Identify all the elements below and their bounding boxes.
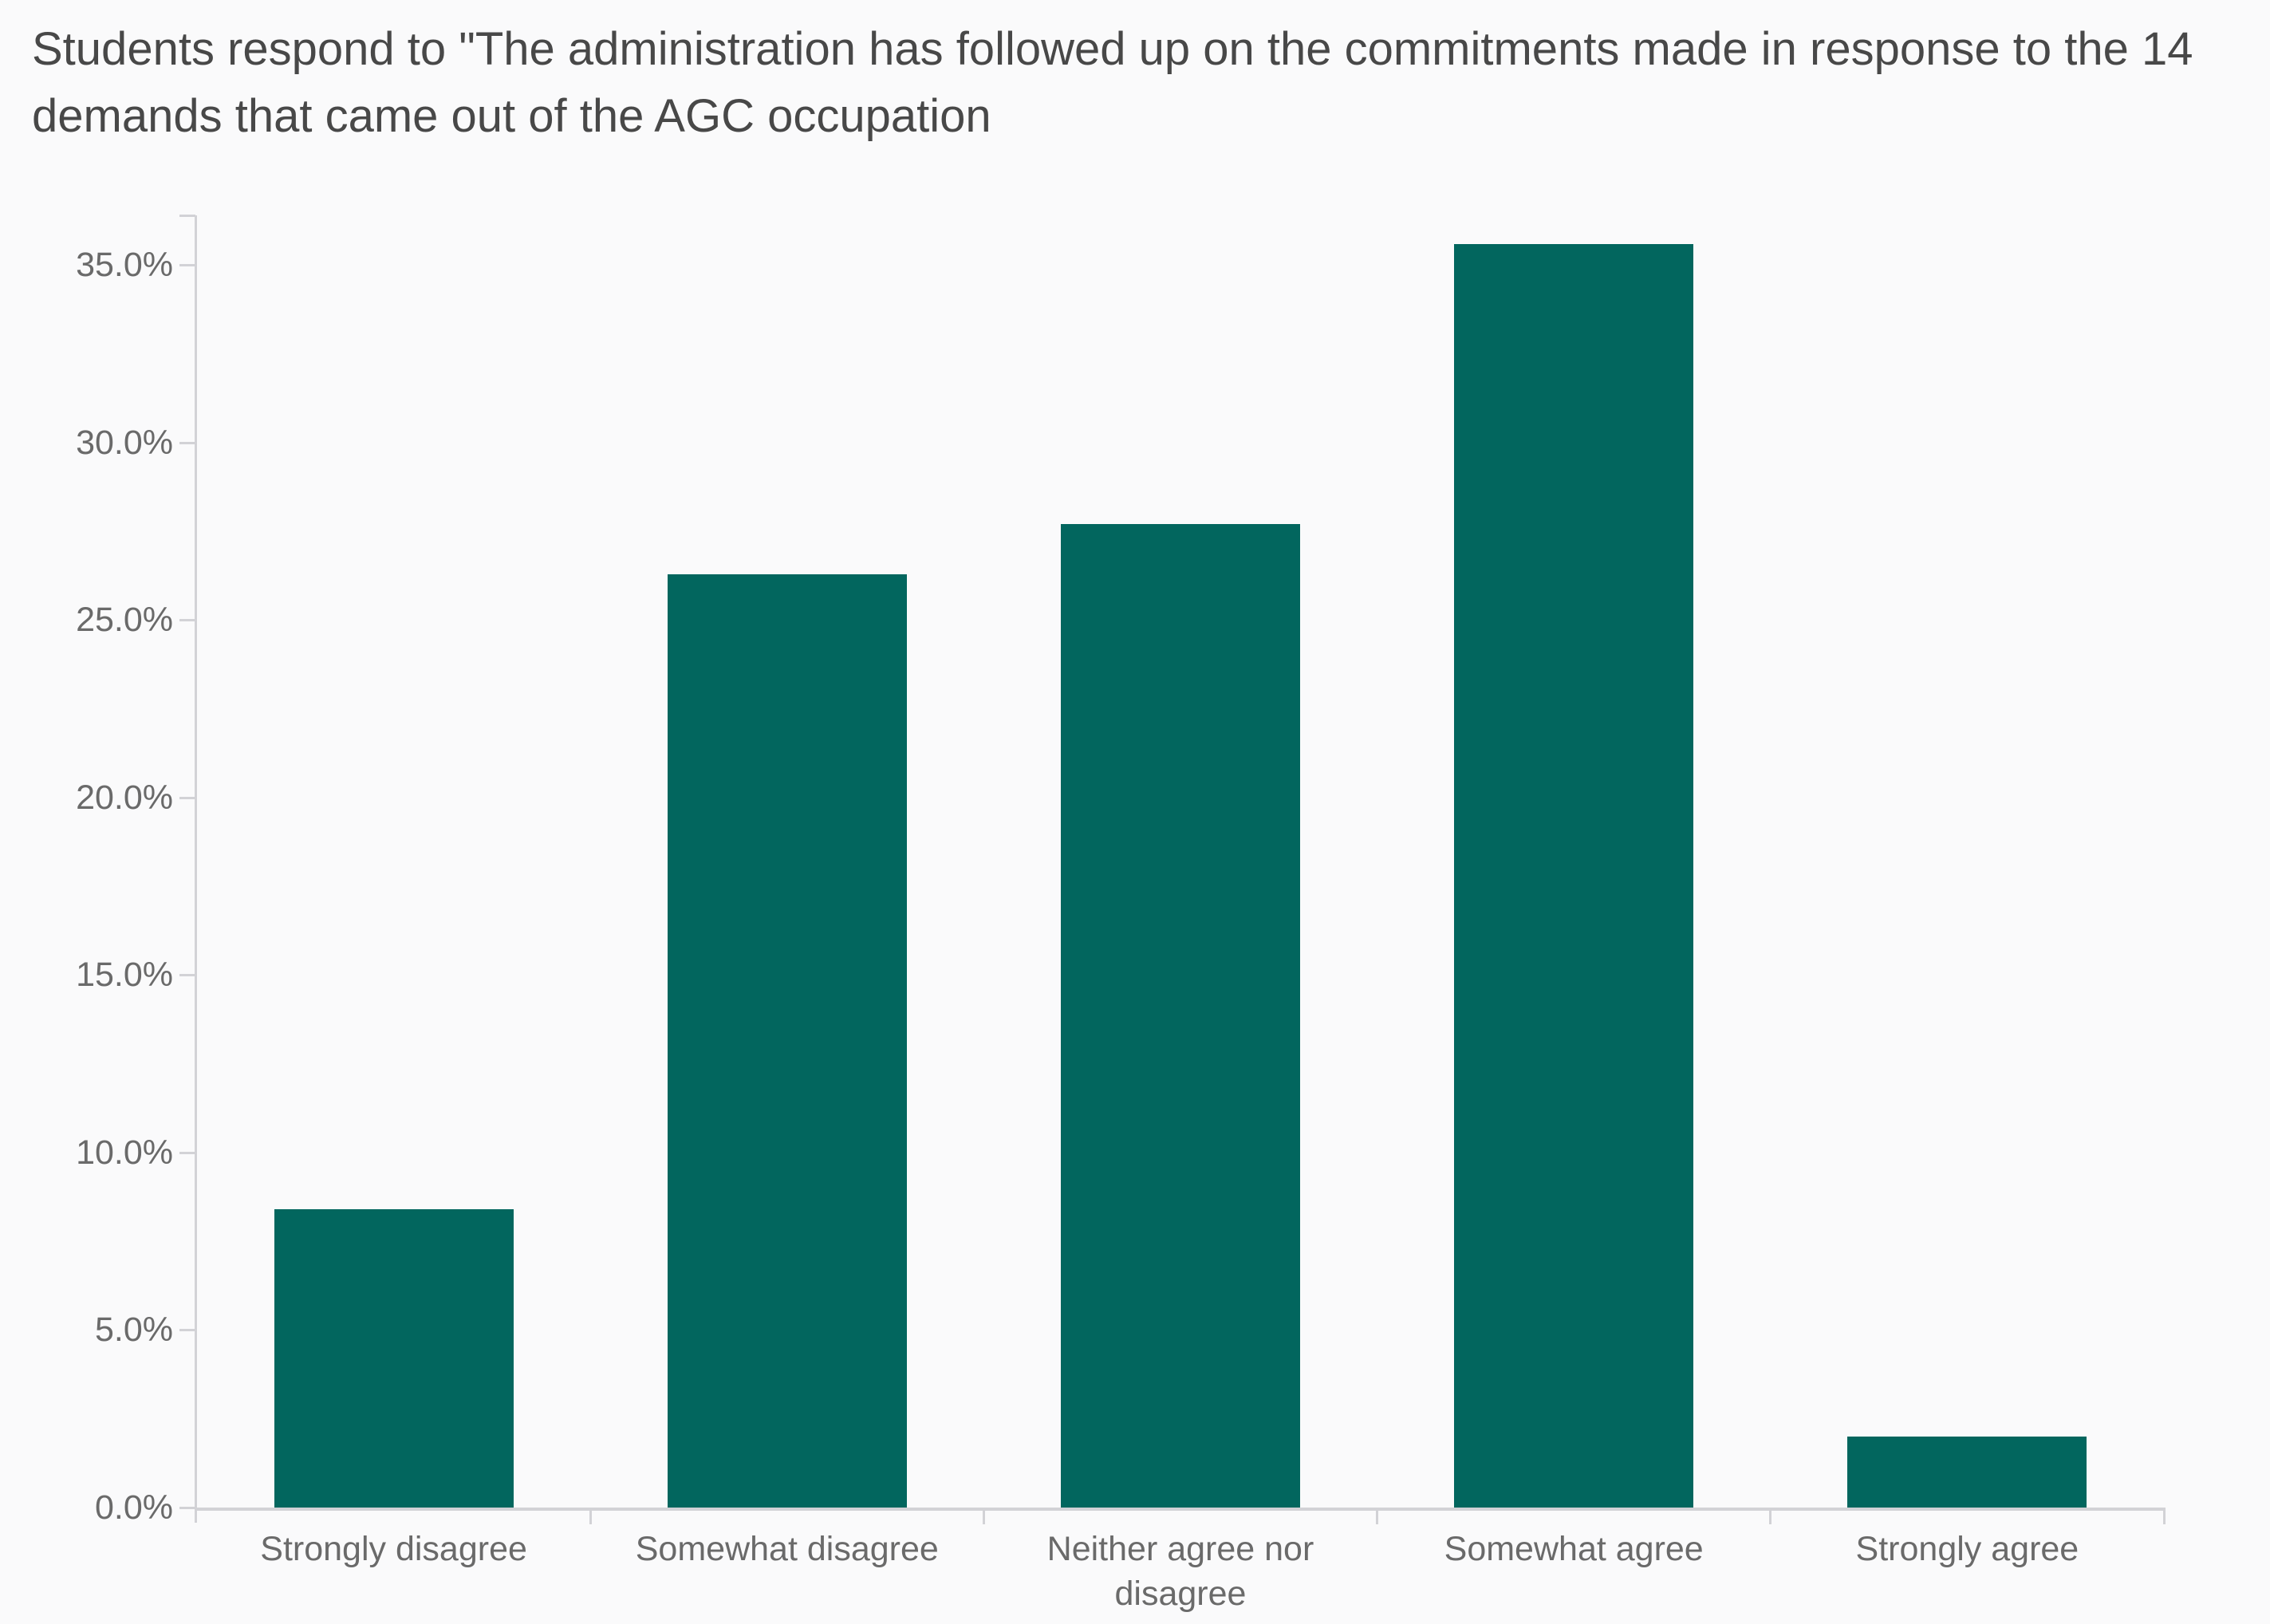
y-tick-mark xyxy=(179,619,195,622)
x-category-label-strongly-agree: Strongly agree xyxy=(1855,1530,2079,1568)
bar-neither-agree-nor-disagree xyxy=(1061,524,1300,1508)
y-tick-mark xyxy=(179,441,195,444)
x-tick-mark xyxy=(1769,1508,1772,1524)
y-tick-label: 5.0% xyxy=(94,1311,173,1350)
y-tick-label: 10.0% xyxy=(76,1133,173,1172)
x-tick-mark xyxy=(589,1508,592,1524)
y-tick-mark xyxy=(179,974,195,977)
bar-somewhat-agree xyxy=(1454,243,1694,1508)
x-tick-mark xyxy=(1376,1508,1379,1524)
bar-strongly-disagree xyxy=(274,1209,514,1508)
x-category-label-neither-agree-nor-disagree: Neither agree nor disagree xyxy=(1046,1530,1314,1613)
x-category-label-somewhat-disagree: Somewhat disagree xyxy=(635,1530,939,1568)
y-tick-label: 35.0% xyxy=(76,246,173,285)
y-tick-mark xyxy=(179,1329,195,1332)
y-tick-mark xyxy=(179,796,195,799)
y-tick-label: 30.0% xyxy=(76,423,173,462)
x-tick-mark xyxy=(982,1508,985,1524)
y-tick-label: 0.0% xyxy=(94,1488,173,1527)
x-category-label-strongly-disagree: Strongly disagree xyxy=(260,1530,527,1568)
x-tick-mark xyxy=(2162,1508,2166,1524)
y-tick-mark xyxy=(179,1507,195,1509)
y-tick-label: 20.0% xyxy=(76,778,173,817)
bar-somewhat-disagree xyxy=(667,574,907,1508)
y-axis-end-tick xyxy=(179,215,195,217)
x-axis xyxy=(195,1508,2164,1511)
y-tick-label: 25.0% xyxy=(76,601,173,640)
plot-area: 0.0% 5.0% 10.0% 15.0% 20.0% 25.0% 30.0% 35.0% S… xyxy=(76,215,2166,1613)
x-category-label-somewhat-agree: Somewhat agree xyxy=(1444,1530,1704,1568)
y-axis xyxy=(195,215,197,1523)
y-tick-label: 15.0% xyxy=(76,956,173,995)
y-tick-mark xyxy=(179,264,195,267)
y-tick-mark xyxy=(179,1151,195,1154)
bar-strongly-agree xyxy=(1847,1437,2087,1508)
chart-title: Students respond to "The administration … xyxy=(32,23,2193,142)
